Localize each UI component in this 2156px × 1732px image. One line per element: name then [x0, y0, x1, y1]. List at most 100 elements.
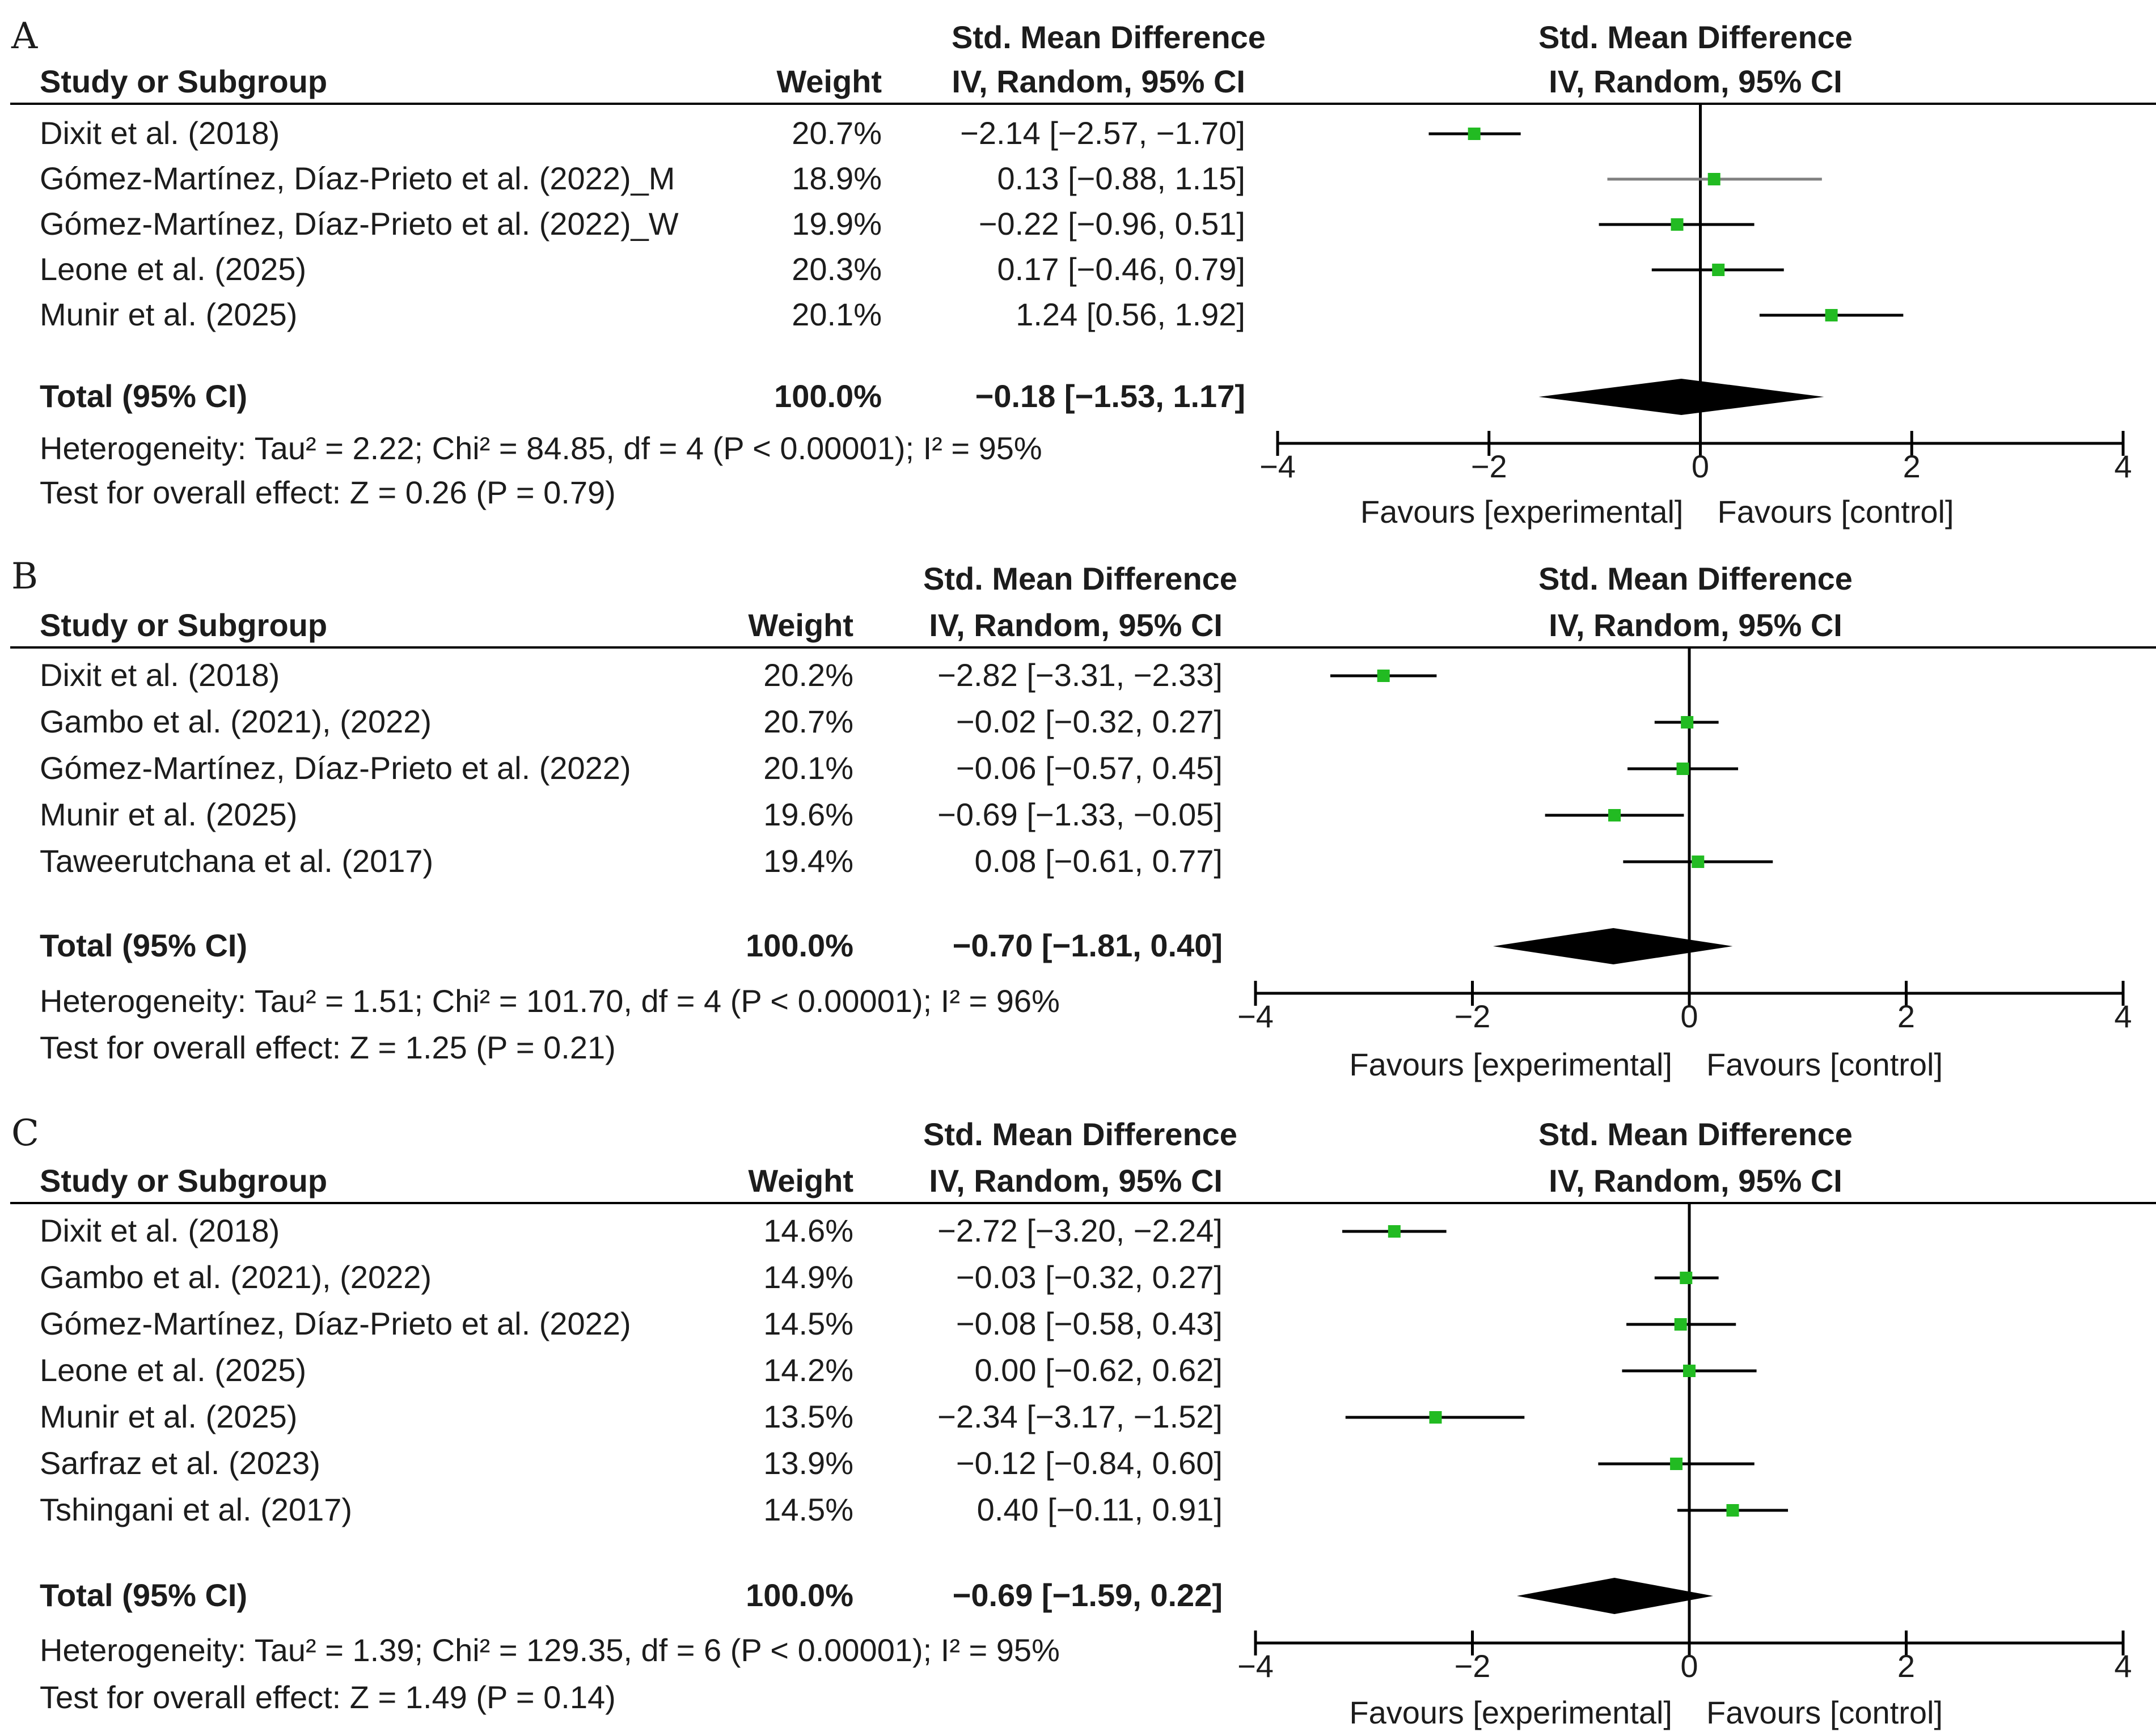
- study-name: Dixit et al. (2018): [40, 115, 280, 151]
- study-weight: 19.9%: [792, 206, 882, 242]
- study-ci-text: 0.40 [−0.11, 0.91]: [977, 1492, 1223, 1527]
- study-name: Tshingani et al. (2017): [40, 1492, 352, 1527]
- header-effect-bottom: IV, Random, 95% CI: [929, 1163, 1223, 1199]
- study-effect-marker: [1680, 1272, 1693, 1284]
- x-axis-tick-label: 0: [1680, 1648, 1698, 1684]
- study-ci-text: −0.02 [−0.32, 0.27]: [956, 704, 1223, 739]
- study-ci-text: −2.82 [−3.31, −2.33]: [937, 657, 1223, 693]
- study-weight: 20.1%: [792, 297, 882, 332]
- study-name: Munir et al. (2025): [40, 297, 297, 332]
- study-name: Sarfraz et al. (2023): [40, 1445, 320, 1481]
- study-effect-marker: [1429, 1411, 1442, 1424]
- x-axis-tick-label: −4: [1237, 998, 1274, 1034]
- study-effect-marker: [1707, 173, 1720, 185]
- study-weight: 13.5%: [763, 1399, 853, 1434]
- header-effect-bottom: IV, Random, 95% CI: [952, 63, 1245, 99]
- study-effect-marker: [1683, 1365, 1696, 1377]
- study-name: Leone et al. (2025): [40, 251, 306, 287]
- total-weight: 100.0%: [746, 928, 853, 963]
- overall-effect-text: Test for overall effect: Z = 1.49 (P = 0…: [40, 1679, 616, 1715]
- header-effect-bottom: IV, Random, 95% CI: [929, 607, 1223, 643]
- x-axis-tick-label: 2: [1897, 998, 1915, 1034]
- study-ci-text: 0.13 [−0.88, 1.15]: [997, 160, 1245, 196]
- total-ci-text: −0.70 [−1.81, 0.40]: [953, 928, 1223, 963]
- study-name: Leone et al. (2025): [40, 1352, 306, 1388]
- header-weight: Weight: [748, 1163, 853, 1199]
- study-ci-text: −0.03 [−0.32, 0.27]: [956, 1259, 1223, 1295]
- header-study: Study or Subgroup: [40, 1163, 327, 1199]
- x-axis-tick-label: −2: [1455, 1648, 1491, 1684]
- study-effect-marker: [1468, 128, 1481, 140]
- study-weight: 20.7%: [763, 704, 853, 739]
- study-weight: 20.2%: [763, 657, 853, 693]
- x-axis-tick-label: 0: [1692, 448, 1709, 484]
- study-effect-marker: [1676, 763, 1689, 775]
- study-effect-marker: [1692, 856, 1705, 868]
- x-axis-tick-label: 4: [2114, 998, 2132, 1034]
- panel-letter: B: [11, 556, 38, 598]
- study-weight: 18.9%: [792, 160, 882, 196]
- heterogeneity-text: Heterogeneity: Tau² = 1.51; Chi² = 101.7…: [40, 983, 1060, 1019]
- total-diamond: [1538, 379, 1824, 415]
- study-name: Gómez-Martínez, Díaz-Prieto et al. (2022…: [40, 1306, 631, 1341]
- header-study: Study or Subgroup: [40, 607, 327, 643]
- study-weight: 14.2%: [763, 1352, 853, 1388]
- panel-letter: C: [11, 1112, 39, 1154]
- study-name: Dixit et al. (2018): [40, 1213, 280, 1248]
- study-effect-marker: [1674, 1318, 1687, 1331]
- study-ci-text: −0.06 [−0.57, 0.45]: [956, 750, 1223, 786]
- header-weight: Weight: [748, 607, 853, 643]
- favours-experimental-label: Favours [experimental]: [1360, 494, 1684, 530]
- overall-effect-text: Test for overall effect: Z = 1.25 (P = 0…: [40, 1030, 616, 1065]
- study-ci-text: −2.34 [−3.17, −1.52]: [937, 1399, 1223, 1434]
- header-plot-bottom: IV, Random, 95% CI: [1549, 1163, 1842, 1199]
- study-ci-text: 0.00 [−0.62, 0.62]: [975, 1352, 1223, 1388]
- study-effect-marker: [1377, 670, 1390, 682]
- study-weight: 14.6%: [763, 1213, 853, 1248]
- study-effect-marker: [1670, 1458, 1683, 1470]
- study-weight: 14.9%: [763, 1259, 853, 1295]
- study-weight: 20.3%: [792, 251, 882, 287]
- study-weight: 13.9%: [763, 1445, 853, 1481]
- total-label: Total (95% CI): [40, 1577, 247, 1613]
- header-plot-bottom: IV, Random, 95% CI: [1549, 607, 1842, 643]
- study-effect-marker: [1671, 218, 1684, 231]
- header-plot-top: Std. Mean Difference: [1538, 561, 1853, 596]
- heterogeneity-text: Heterogeneity: Tau² = 2.22; Chi² = 84.85…: [40, 430, 1042, 466]
- header-plot-top: Std. Mean Difference: [1538, 1116, 1853, 1152]
- header-plot-bottom: IV, Random, 95% CI: [1549, 63, 1842, 99]
- total-weight: 100.0%: [774, 378, 882, 414]
- study-effect-marker: [1726, 1504, 1739, 1517]
- study-effect-marker: [1388, 1225, 1401, 1238]
- study-ci-text: −0.22 [−0.96, 0.51]: [979, 206, 1245, 242]
- study-name: Taweerutchana et al. (2017): [40, 843, 433, 879]
- study-weight: 14.5%: [763, 1492, 853, 1527]
- total-label: Total (95% CI): [40, 378, 247, 414]
- study-ci-text: 0.08 [−0.61, 0.77]: [975, 843, 1223, 879]
- study-name: Gambo et al. (2021), (2022): [40, 704, 432, 739]
- header-weight: Weight: [776, 63, 882, 99]
- favours-control-label: Favours [control]: [1706, 1047, 1943, 1082]
- study-name: Gambo et al. (2021), (2022): [40, 1259, 432, 1295]
- overall-effect-text: Test for overall effect: Z = 0.26 (P = 0…: [40, 475, 616, 510]
- study-name: Dixit et al. (2018): [40, 657, 280, 693]
- heterogeneity-text: Heterogeneity: Tau² = 1.39; Chi² = 129.3…: [40, 1632, 1060, 1668]
- x-axis-tick-label: 4: [2114, 1648, 2132, 1684]
- study-name: Gómez-Martínez, Díaz-Prieto et al. (2022…: [40, 206, 679, 242]
- study-ci-text: −0.69 [−1.33, −0.05]: [937, 797, 1223, 832]
- x-axis-tick-label: 4: [2114, 448, 2132, 484]
- x-axis-tick-label: −4: [1259, 448, 1296, 484]
- study-name: Gómez-Martínez, Díaz-Prieto et al. (2022…: [40, 750, 631, 786]
- study-weight: 14.5%: [763, 1306, 853, 1341]
- study-ci-text: −2.72 [−3.20, −2.24]: [937, 1213, 1223, 1248]
- study-effect-marker: [1712, 264, 1725, 276]
- study-weight: 19.6%: [763, 797, 853, 832]
- study-ci-text: 0.17 [−0.46, 0.79]: [997, 251, 1245, 287]
- x-axis-tick-label: 0: [1680, 998, 1698, 1034]
- study-ci-text: −0.12 [−0.84, 0.60]: [956, 1445, 1223, 1481]
- total-ci-text: −0.18 [−1.53, 1.17]: [975, 378, 1245, 414]
- panel-letter: A: [11, 15, 38, 57]
